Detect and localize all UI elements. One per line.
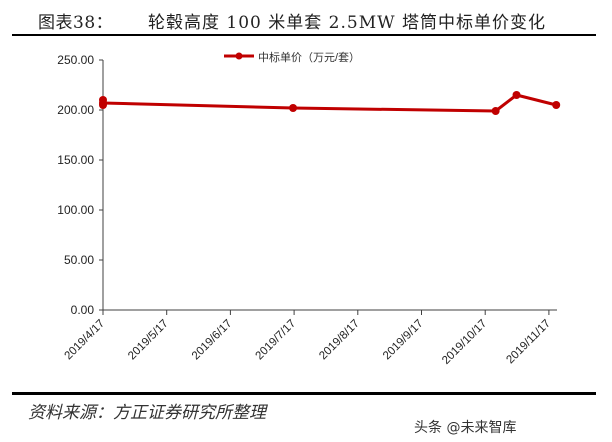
figure-number: 图表38： [38, 13, 114, 33]
svg-text:2019/9/17: 2019/9/17 [381, 318, 426, 363]
svg-text:50.00: 50.00 [64, 253, 94, 267]
svg-text:0.00: 0.00 [71, 303, 95, 317]
figure-title: 轮毂高度 100 米单套 2.5MW 塔筒中标单价变化 [148, 13, 546, 33]
svg-text:2019/5/17: 2019/5/17 [126, 318, 171, 363]
svg-text:2019/10/17: 2019/10/17 [440, 318, 489, 367]
svg-text:2019/11/17: 2019/11/17 [504, 318, 553, 367]
y-axis: 0.00 50.00 100.00 150.00 200.00 250.00 [57, 53, 104, 317]
line-chart: 中标单价（万元/套） 0.00 50.00 100.00 150.00 200.00 25… [57, 50, 561, 367]
svg-text:100.00: 100.00 [57, 203, 94, 217]
svg-text:2019/6/17: 2019/6/17 [190, 318, 235, 363]
source-note: 资料来源：方正证券研究所整理 [28, 403, 266, 423]
chart-legend: 中标单价（万元/套） [224, 50, 360, 64]
svg-text:250.00: 250.00 [57, 53, 94, 67]
x-axis: 2019/4/17 2019/5/17 2019/6/17 2019/7/17 2019… [62, 309, 557, 367]
svg-text:2019/8/17: 2019/8/17 [317, 318, 362, 363]
bottom-rule [12, 392, 596, 395]
top-rule [12, 34, 596, 36]
svg-text:2019/7/17: 2019/7/17 [254, 318, 299, 363]
svg-text:200.00: 200.00 [57, 103, 94, 117]
watermark: 头条 @未来智库 [414, 420, 517, 436]
svg-text:2019/4/17: 2019/4/17 [62, 318, 107, 363]
figure-header: 图表38： 轮毂高度 100 米单套 2.5MW 塔筒中标单价变化 [0, 0, 612, 36]
price-series-line [99, 91, 561, 115]
svg-text:150.00: 150.00 [57, 153, 94, 167]
legend-label: 中标单价（万元/套） [258, 50, 360, 64]
